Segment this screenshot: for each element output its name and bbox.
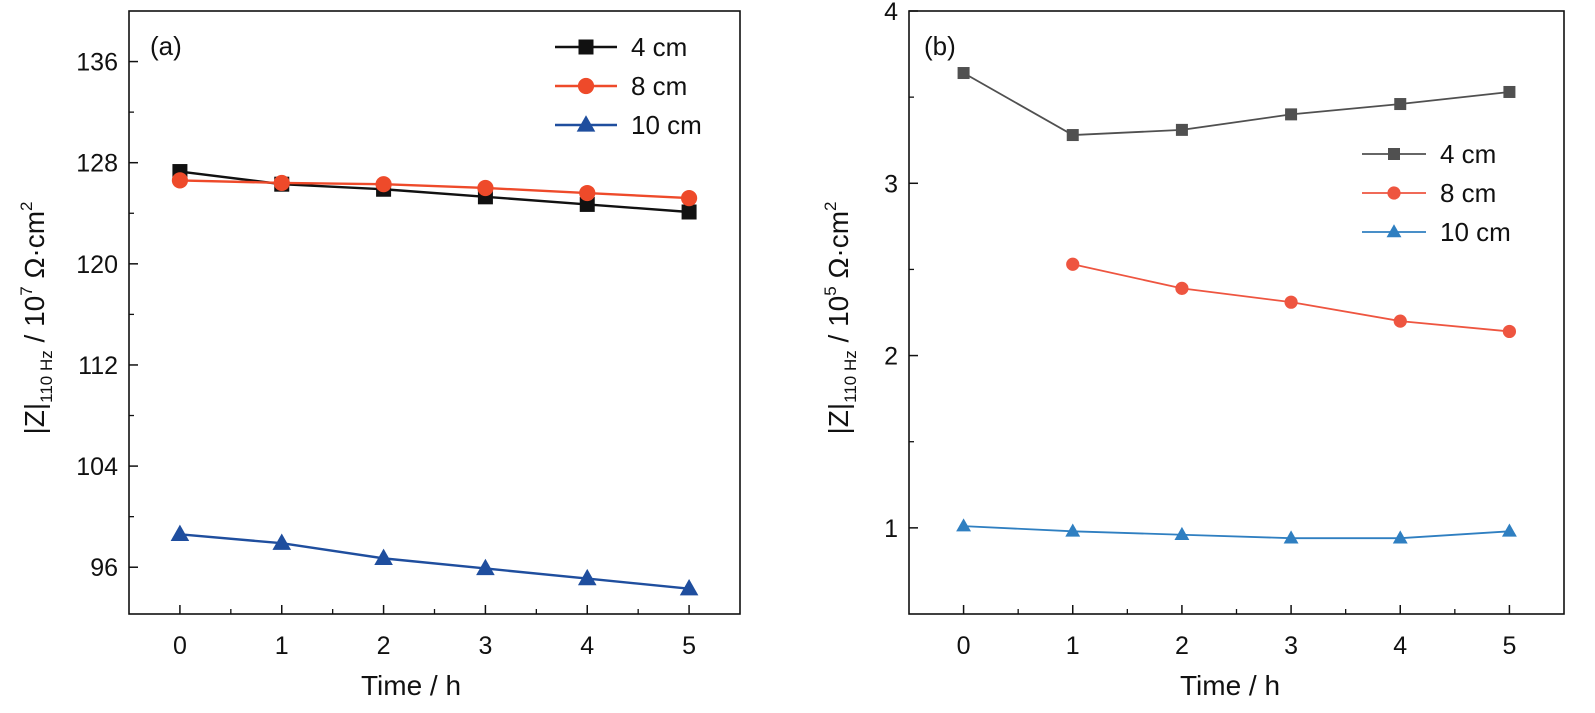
legend-marker-b-1 <box>1387 186 1401 200</box>
y-tick-label-a-104: 104 <box>76 453 118 481</box>
data-point-b-2-5 <box>1501 523 1517 537</box>
data-point-b-2-3 <box>1283 530 1299 544</box>
legend-label-a-0: 4 cm <box>631 32 687 62</box>
series-b-4-cm <box>957 67 1516 142</box>
y-tick-label-a-120: 120 <box>76 251 118 279</box>
x-tick-label-a-2: 2 <box>377 632 391 660</box>
data-point-a-2-2 <box>374 548 393 565</box>
series-line-a-0 <box>179 170 690 214</box>
x-tick-label-b-0: 0 <box>957 632 971 660</box>
data-point-b-0-4 <box>1394 98 1407 111</box>
chart-panel-a: 0 1 2 3 4 5 96 104 112 120 128 136 (a) Time / h |Z|… <box>17 10 741 701</box>
data-point-b-1-3 <box>1393 314 1407 328</box>
data-point-b-1-0 <box>1066 257 1080 271</box>
legend-label-a-2: 10 cm <box>631 110 702 140</box>
series-a-10-cm <box>170 524 699 596</box>
data-point-b-0-1 <box>1066 129 1079 142</box>
data-point-b-0-5 <box>1503 85 1516 98</box>
panel-label-b: (b) <box>924 31 956 61</box>
x-tick-label-a-0: 0 <box>173 632 187 660</box>
data-point-b-1-4 <box>1502 324 1517 339</box>
x-tick-label-b-1: 1 <box>1066 632 1080 660</box>
x-tick-label-b-4: 4 <box>1393 632 1407 660</box>
plot-frame-a <box>128 10 741 615</box>
x-tick-label-b-2: 2 <box>1175 632 1189 660</box>
data-point-a-2-1 <box>272 533 292 550</box>
legend-marker-b-2 <box>1386 224 1402 238</box>
plot-frame-b <box>908 10 1565 615</box>
x-tick-label-a-4: 4 <box>580 632 594 660</box>
series-a-4-cm <box>172 164 697 220</box>
x-tick-label-b-3: 3 <box>1284 632 1298 660</box>
series-a-8-cm <box>171 172 698 207</box>
data-point-b-0-2 <box>1175 123 1188 136</box>
x-tick-label-a-3: 3 <box>478 632 492 660</box>
data-point-b-0-3 <box>1285 108 1298 121</box>
data-point-a-0-4 <box>579 196 595 212</box>
data-point-a-0-5 <box>681 204 697 220</box>
chart-panel-b: 0 1 2 3 4 5 1 2 3 4 (b) Time / h |Z|110 Hz / 105 … <box>821 0 1565 701</box>
legend-label-b-1: 8 cm <box>1440 178 1496 208</box>
legend-label-a-1: 8 cm <box>631 71 687 101</box>
series-line-b-2 <box>963 525 1510 540</box>
y-tick-label-b-3: 3 <box>884 170 898 198</box>
legend-marker-a-0 <box>578 39 594 55</box>
data-point-a-2-0 <box>170 524 190 541</box>
legend-marker-a-2 <box>576 115 596 132</box>
x-tick-label-b-5: 5 <box>1502 632 1516 660</box>
data-point-b-0-0 <box>957 67 970 80</box>
data-point-b-2-1 <box>1065 523 1081 537</box>
data-point-b-1-1 <box>1175 281 1189 295</box>
data-point-a-1-5 <box>680 189 698 207</box>
data-point-b-2-0 <box>956 518 972 532</box>
data-point-a-1-1 <box>273 174 290 192</box>
series-line-b-0 <box>963 72 1510 136</box>
data-point-a-1-4 <box>579 184 596 202</box>
x-tick-label-a-5: 5 <box>682 632 696 660</box>
series-line-a-2 <box>179 533 690 590</box>
x-axis-title-b: Time / h <box>1180 670 1280 701</box>
y-tick-label-a-136: 136 <box>76 49 118 77</box>
legend-marker-b-0 <box>1388 148 1400 160</box>
legend-label-b-0: 4 cm <box>1440 139 1496 169</box>
y-axis-title-a: |Z|110 Hz / 107 Ω·cm2 <box>17 201 56 434</box>
panel-label-a: (a) <box>150 31 182 61</box>
legend-marker-a-1 <box>577 77 595 95</box>
data-point-a-2-5 <box>679 578 699 596</box>
data-point-a-1-2 <box>375 176 392 193</box>
y-axis-title-b: |Z|110 Hz / 105 Ω·cm2 <box>821 201 860 434</box>
x-tick-label-a-1: 1 <box>275 632 289 660</box>
data-point-a-2-4 <box>577 568 597 586</box>
data-point-b-2-2 <box>1174 526 1190 541</box>
data-point-b-1-2 <box>1284 295 1298 309</box>
data-point-b-2-4 <box>1392 530 1408 544</box>
y-tick-label-a-128: 128 <box>76 150 118 178</box>
y-tick-label-a-112: 112 <box>78 352 118 380</box>
series-line-a-1 <box>179 179 690 200</box>
legend-label-b-2: 10 cm <box>1440 217 1511 247</box>
y-tick-label-b-2: 2 <box>884 343 898 371</box>
series-b-10-cm <box>956 518 1517 544</box>
data-point-a-1-0 <box>171 172 189 189</box>
y-tick-label-b-4: 4 <box>884 0 898 26</box>
data-point-a-2-3 <box>476 558 495 576</box>
y-tick-label-a-96: 96 <box>90 554 118 582</box>
x-axis-title-a: Time / h <box>361 670 461 701</box>
data-point-a-1-3 <box>477 179 494 197</box>
series-b-8-cm <box>1066 257 1517 339</box>
y-tick-label-b-1: 1 <box>884 515 898 543</box>
